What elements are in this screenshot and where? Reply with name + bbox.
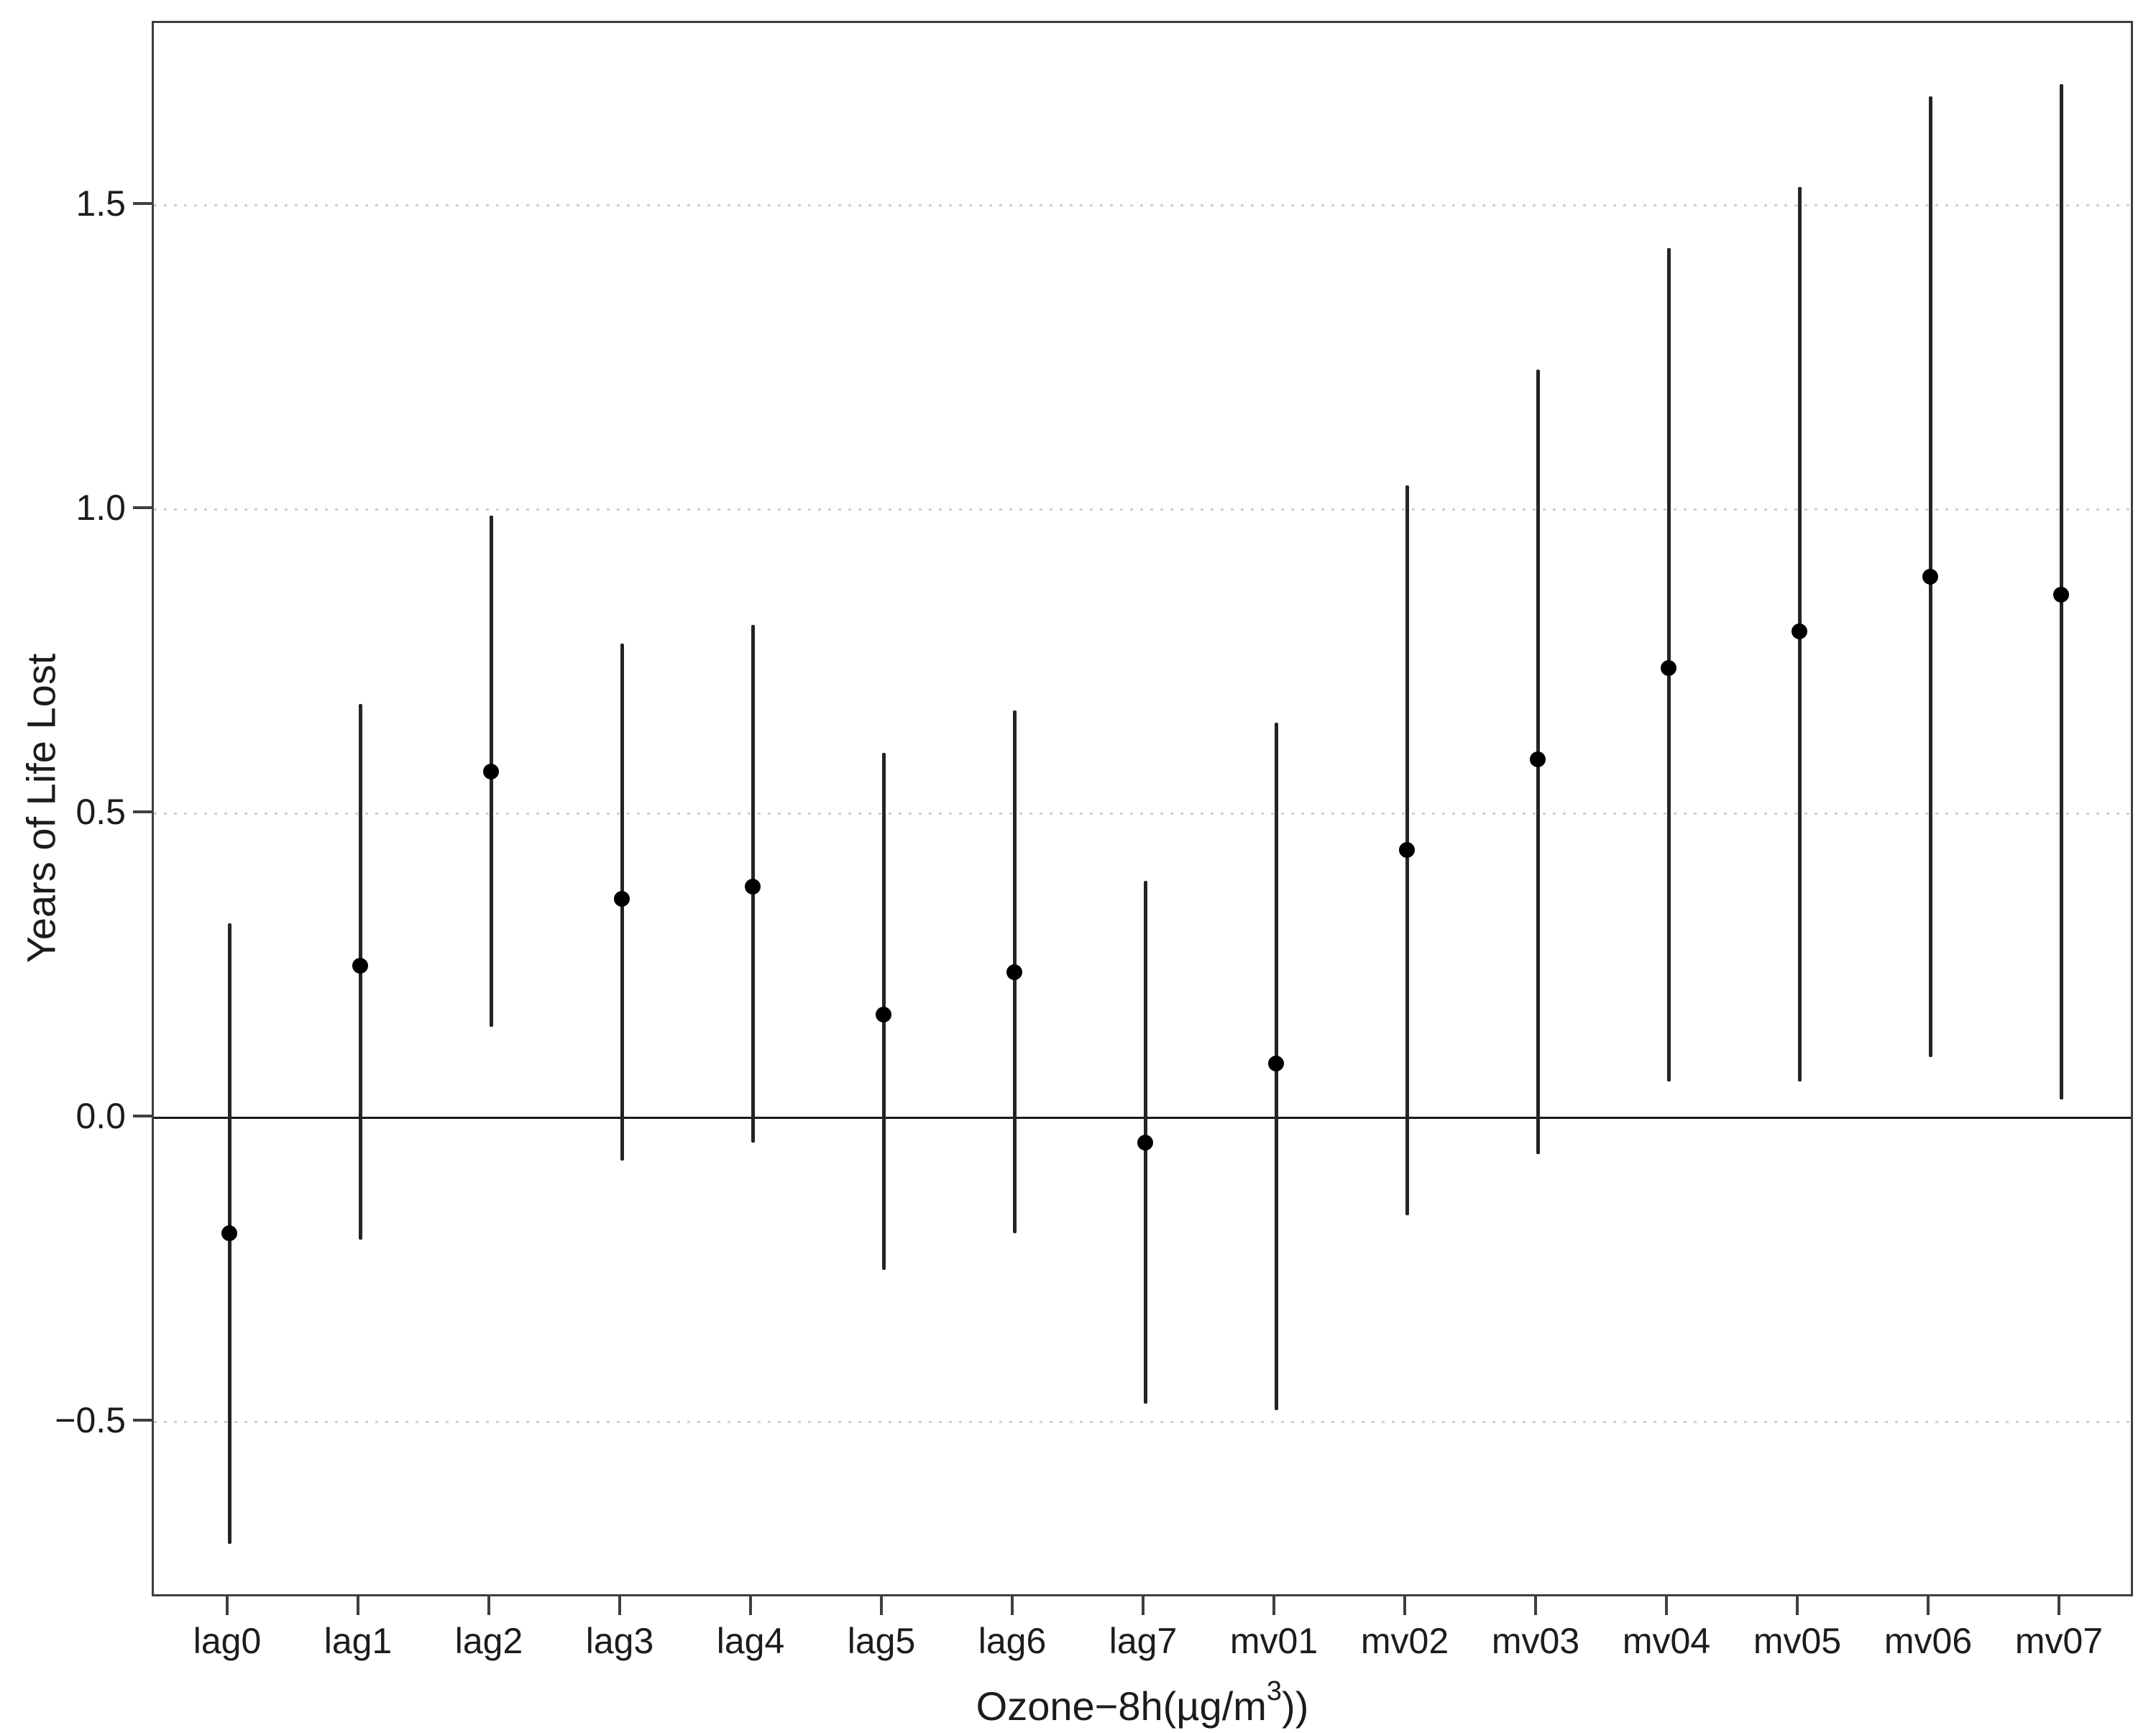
point-dot [1661,659,1676,676]
y-axis-tick [133,201,152,205]
y-axis-tick [133,810,152,813]
x-axis-tick [1927,1596,1930,1615]
x-tick-label: mv01 [1229,1621,1318,1661]
y-tick-label: −0.5 [55,1399,126,1440]
x-axis-tick [357,1596,359,1615]
x-axis-tick [618,1596,621,1615]
point-dot [352,958,368,974]
y-gridline [154,1421,2131,1424]
point-dot [614,891,630,907]
y-tick-label: 0.5 [75,791,126,832]
point-dot [1530,751,1546,767]
y-gridline [154,813,2131,815]
x-axis-tick [1534,1596,1537,1615]
x-axis-tick [1665,1596,1668,1615]
x-tick-label: lag4 [716,1621,785,1661]
point-dot [221,1225,237,1242]
x-tick-label: lag5 [847,1621,916,1661]
x-tick-label: lag3 [585,1621,654,1661]
x-tick-label: mv03 [1491,1621,1580,1661]
point-dot [745,879,761,895]
x-tick-label: mv05 [1753,1621,1842,1661]
point-dot [1922,568,1938,585]
x-tick-label: mv04 [1622,1621,1711,1661]
x-axis-tick [1403,1596,1406,1615]
point-dot [483,763,499,779]
y-gridline [154,508,2131,511]
x-tick-label: lag2 [454,1621,523,1661]
x-axis-tick [487,1596,490,1615]
zero-reference-line [154,1117,2131,1120]
x-tick-label: mv06 [1884,1621,1973,1661]
point-dot [2053,587,2069,603]
x-axis-tick [749,1596,752,1615]
x-axis-tick [880,1596,883,1615]
x-axis-tick [1272,1596,1275,1615]
x-axis-tick [1796,1596,1799,1615]
point-dot [876,1006,891,1023]
x-axis-tick [2058,1596,2060,1615]
y-tick-label: 1.5 [75,183,126,224]
y-tick-label: 1.0 [75,487,126,528]
x-axis-tick [1142,1596,1144,1615]
x-tick-label: mv07 [2014,1621,2104,1661]
point-dot [1006,964,1022,980]
x-tick-label: lag0 [193,1621,262,1661]
x-tick-label: lag7 [1109,1621,1178,1661]
x-axis-title: Ozone−8h(µg/m3)) [976,1676,1309,1729]
x-tick-label: mv02 [1360,1621,1449,1661]
x-axis-tick [226,1596,229,1615]
y-axis-tick [133,506,152,509]
point-dot [1792,623,1807,639]
x-axis-title-sup: 3 [1266,1676,1283,1706]
plot-panel [152,21,2133,1596]
x-tick-label: lag1 [324,1621,393,1661]
y-gridline [154,204,2131,207]
x-axis-title-pre: Ozone−8h(µg/m [976,1683,1267,1729]
y-axis-tick [133,1418,152,1422]
point-dot [1399,842,1415,859]
x-tick-label: lag6 [978,1621,1047,1661]
point-dot [1268,1055,1284,1071]
y-axis-tick [133,1114,152,1117]
y-tick-label: 0.0 [75,1095,126,1136]
point-dot [1137,1134,1153,1151]
x-axis-title-post: )) [1282,1683,1309,1729]
x-axis-tick [1011,1596,1014,1615]
